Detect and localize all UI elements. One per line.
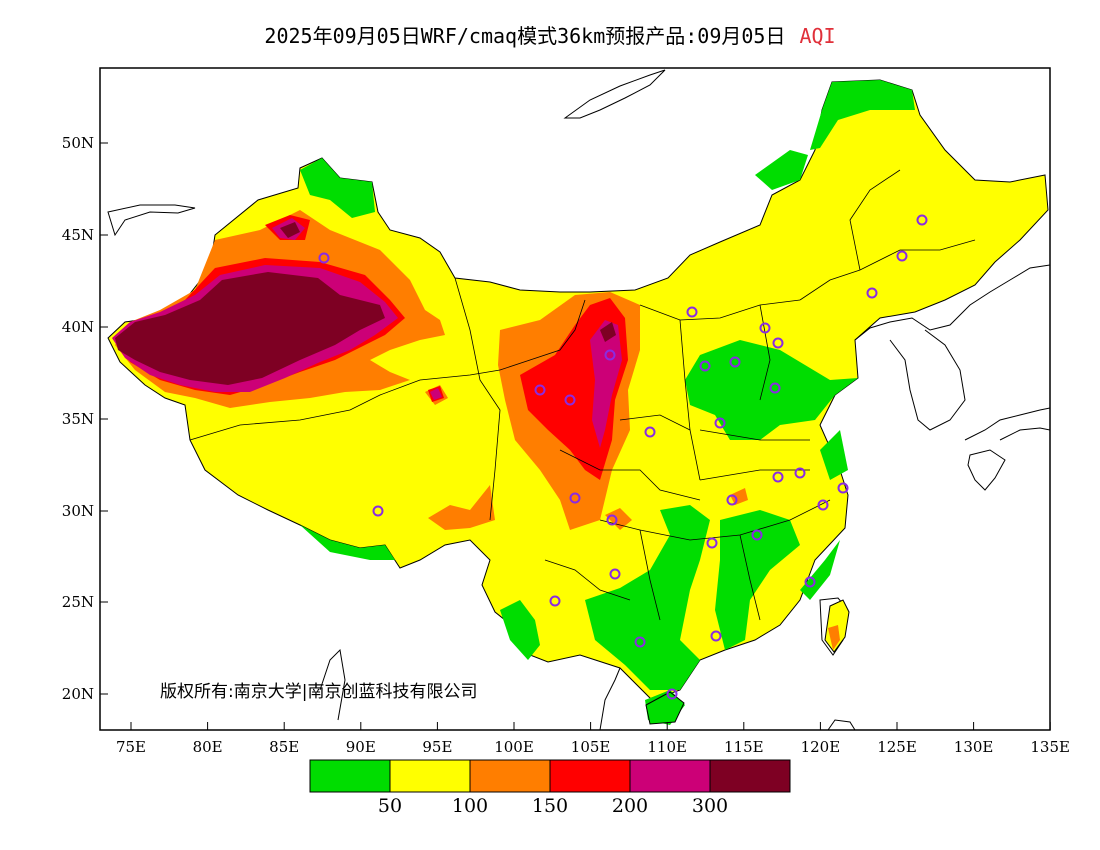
- station-marker: [772, 337, 784, 349]
- station-marker: [699, 360, 711, 372]
- station-marker: [916, 214, 928, 226]
- lat-tick-label: 50N: [62, 134, 94, 152]
- legend-swatch: [309, 759, 391, 793]
- station-marker: [564, 394, 576, 406]
- station-marker: [817, 499, 829, 511]
- legend-label: 100: [452, 795, 488, 817]
- lon-tick-label: 95E: [422, 738, 452, 756]
- lat-tick-label: 35N: [62, 410, 94, 428]
- lat-tick-label: 25N: [62, 593, 94, 611]
- station-marker: [634, 636, 646, 648]
- station-marker: [372, 505, 384, 517]
- lon-tick-label: 130E: [954, 738, 994, 756]
- station-marker: [866, 287, 878, 299]
- station-marker: [729, 356, 741, 368]
- map-title: 2025年09月05日WRF/cmaq模式36km预报产品:09月05日 AQI: [0, 20, 1100, 49]
- legend-label: 50: [378, 795, 402, 817]
- title-main: 2025年09月05日WRF/cmaq模式36km预报产品:09月05日: [264, 24, 786, 48]
- lon-tick-label: 120E: [801, 738, 841, 756]
- legend-swatch: [389, 759, 471, 793]
- station-marker: [549, 595, 561, 607]
- station-marker: [606, 514, 618, 526]
- legend-swatch: [469, 759, 551, 793]
- station-marker: [837, 482, 849, 494]
- lon-tick-label: 105E: [571, 738, 611, 756]
- lon-tick-label: 110E: [647, 738, 687, 756]
- lon-tick-label: 100E: [494, 738, 534, 756]
- region-hainan: [645, 691, 685, 725]
- copyright-text: 版权所有:南京大学|南京创蓝科技有限公司: [160, 682, 477, 702]
- lon-tick-label: 135E: [1030, 738, 1070, 756]
- map-frame: [99, 67, 1051, 731]
- lat-tick-label: 20N: [62, 685, 94, 703]
- station-marker: [534, 384, 546, 396]
- lat-tick-label: 45N: [62, 226, 94, 244]
- latitude-axis: 20N 25N 30N 35N 40N 45N 50N: [62, 134, 108, 703]
- lon-tick-label: 90E: [346, 738, 376, 756]
- station-marker: [769, 382, 781, 394]
- legend-label: 150: [532, 795, 568, 817]
- station-marker: [751, 529, 763, 541]
- lat-tick-label: 30N: [62, 502, 94, 520]
- station-marker: [710, 630, 722, 642]
- lat-tick-label: 40N: [62, 318, 94, 336]
- station-marker: [772, 471, 784, 483]
- lon-tick-label: 80E: [193, 738, 223, 756]
- city-station-markers: [318, 214, 928, 700]
- map-plot-area: [107, 69, 1050, 730]
- lon-tick-label: 85E: [269, 738, 299, 756]
- longitude-axis: 75E 80E 85E 90E 95E 100E 105E 110E 115E 120E 125E 1…: [116, 722, 1070, 756]
- good-aqi-regions: [300, 80, 915, 725]
- station-marker: [609, 568, 621, 580]
- lon-tick-label: 125E: [877, 738, 917, 756]
- station-marker: [666, 688, 678, 700]
- station-marker: [714, 417, 726, 429]
- station-marker: [896, 250, 908, 262]
- hazardous-aqi-regions: [115, 222, 616, 385]
- legend-swatch: [549, 759, 631, 793]
- legend-swatch: [629, 759, 711, 793]
- station-marker: [759, 322, 771, 334]
- station-marker: [804, 576, 816, 588]
- title-variable: AQI: [799, 24, 836, 48]
- neighbor-coastlines: [107, 69, 1050, 730]
- aqi-legend: 50 100 150 200 300: [309, 759, 791, 817]
- province-boundaries: [189, 169, 976, 621]
- station-marker: [318, 252, 330, 264]
- station-marker: [569, 492, 581, 504]
- region-taiwan-orange: [828, 625, 840, 650]
- station-marker: [644, 426, 656, 438]
- lon-tick-label: 115E: [724, 738, 764, 756]
- legend-label: 200: [612, 795, 648, 817]
- legend-label: 300: [692, 795, 728, 817]
- station-marker: [794, 467, 806, 479]
- station-marker: [604, 349, 616, 361]
- lon-tick-label: 75E: [116, 738, 146, 756]
- station-marker: [686, 306, 698, 318]
- station-marker: [706, 537, 718, 549]
- station-marker: [726, 494, 738, 506]
- legend-swatch: [709, 759, 791, 793]
